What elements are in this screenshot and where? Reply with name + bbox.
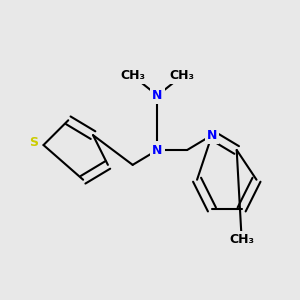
Text: S: S — [29, 136, 38, 149]
Text: N: N — [207, 129, 217, 142]
Text: N: N — [152, 89, 163, 102]
Text: CH₃: CH₃ — [229, 233, 254, 246]
Text: CH₃: CH₃ — [170, 69, 195, 82]
Text: CH₃: CH₃ — [120, 69, 145, 82]
Text: N: N — [152, 143, 163, 157]
